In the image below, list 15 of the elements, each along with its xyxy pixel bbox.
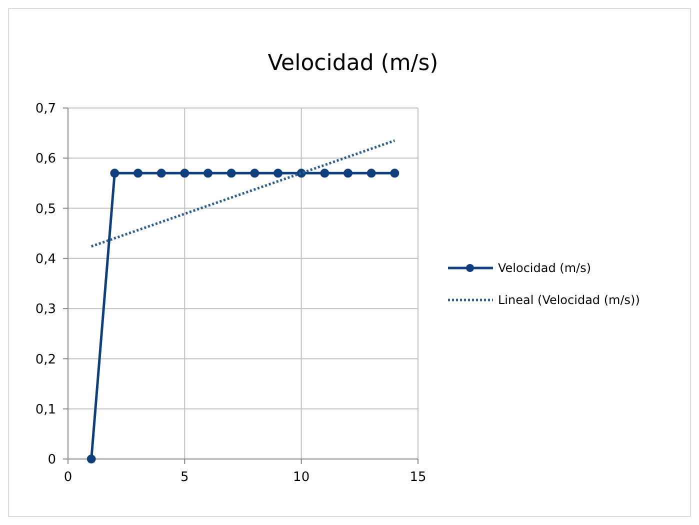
x-tick-label: 15: [410, 470, 426, 485]
x-tick-label: 10: [293, 470, 310, 485]
y-tick-label: 0,3: [35, 302, 56, 318]
y-tick-label: 0,1: [35, 402, 56, 418]
legend-label: Velocidad (m/s): [498, 261, 592, 276]
y-tick-label: 0,7: [35, 102, 56, 117]
y-tick-label: 0,2: [35, 352, 56, 368]
y-tick-label: 0,5: [35, 202, 56, 217]
y-tick-label: 0,4: [35, 252, 56, 267]
x-tick-label: 0: [64, 470, 72, 485]
chart-title: Velocidad (m/s): [268, 51, 438, 76]
x-tick-label: 5: [180, 470, 189, 485]
legend-label: Lineal (Velocidad (m/s)): [498, 293, 640, 308]
y-tick-label: 0: [48, 452, 56, 468]
y-tick-label: 0,6: [35, 152, 56, 167]
